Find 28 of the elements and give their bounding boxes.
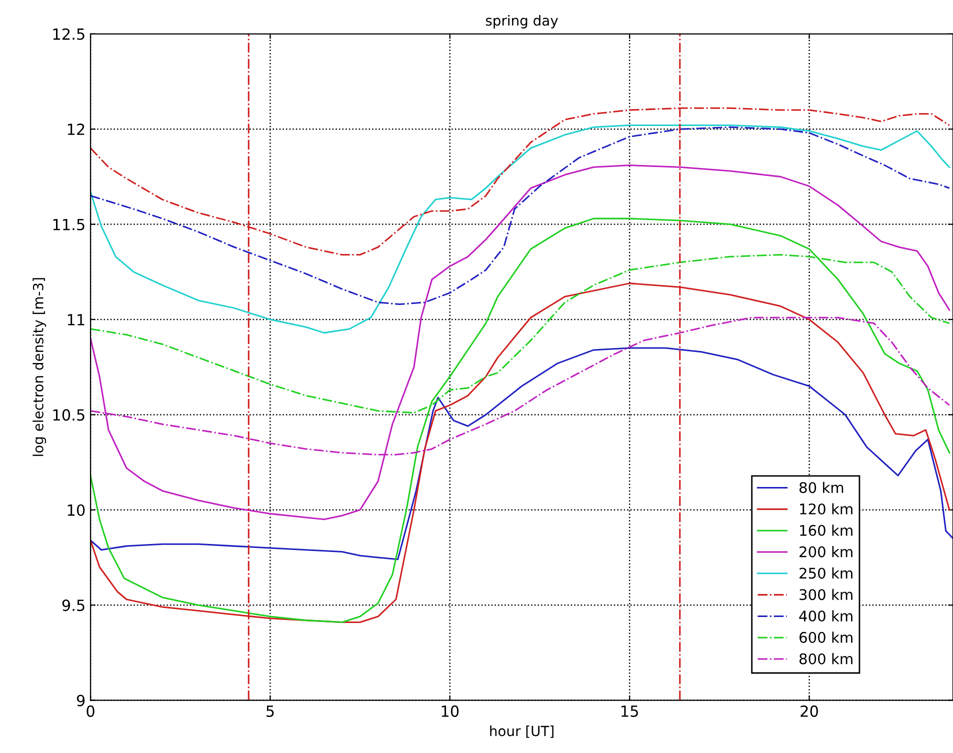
legend-label: 800 km <box>799 653 852 664</box>
x-tick-label: 0 <box>86 705 94 717</box>
y-tick-label: 9 <box>76 694 85 706</box>
x-tick-label: 20 <box>800 705 818 717</box>
y-tick-label: 12.5 <box>53 28 84 40</box>
y-tick-label: 11.5 <box>53 218 84 230</box>
x-tick-label: 5 <box>266 706 274 717</box>
x-tick-label: 10 <box>442 705 459 717</box>
line-series <box>90 218 950 623</box>
y-tick-label: 10 <box>68 504 85 516</box>
chart-title: spring day <box>486 15 558 28</box>
legend-label: 200 km <box>800 546 852 558</box>
line-series <box>90 347 953 560</box>
legend-label: 300 km <box>800 588 852 600</box>
x-tick-label: 15 <box>622 706 638 717</box>
y-tick-label: 12 <box>68 124 84 135</box>
x-axis-title: hour [UT] <box>490 725 554 738</box>
y-tick-label: 11 <box>68 314 84 326</box>
y-axis-title: log electron density [m-3] <box>32 278 46 456</box>
legend-label: 600 km <box>800 632 852 643</box>
line-series <box>90 164 950 520</box>
y-tick-label: 9.5 <box>62 600 84 612</box>
legend-label: 400 km <box>799 610 852 622</box>
legend-label: 80 km <box>799 482 844 494</box>
legend-label: 250 km <box>800 567 852 579</box>
legend-label: 120 km <box>800 503 852 515</box>
legend-label: 160 km <box>800 524 852 536</box>
y-tick-label: 10.5 <box>53 409 84 421</box>
